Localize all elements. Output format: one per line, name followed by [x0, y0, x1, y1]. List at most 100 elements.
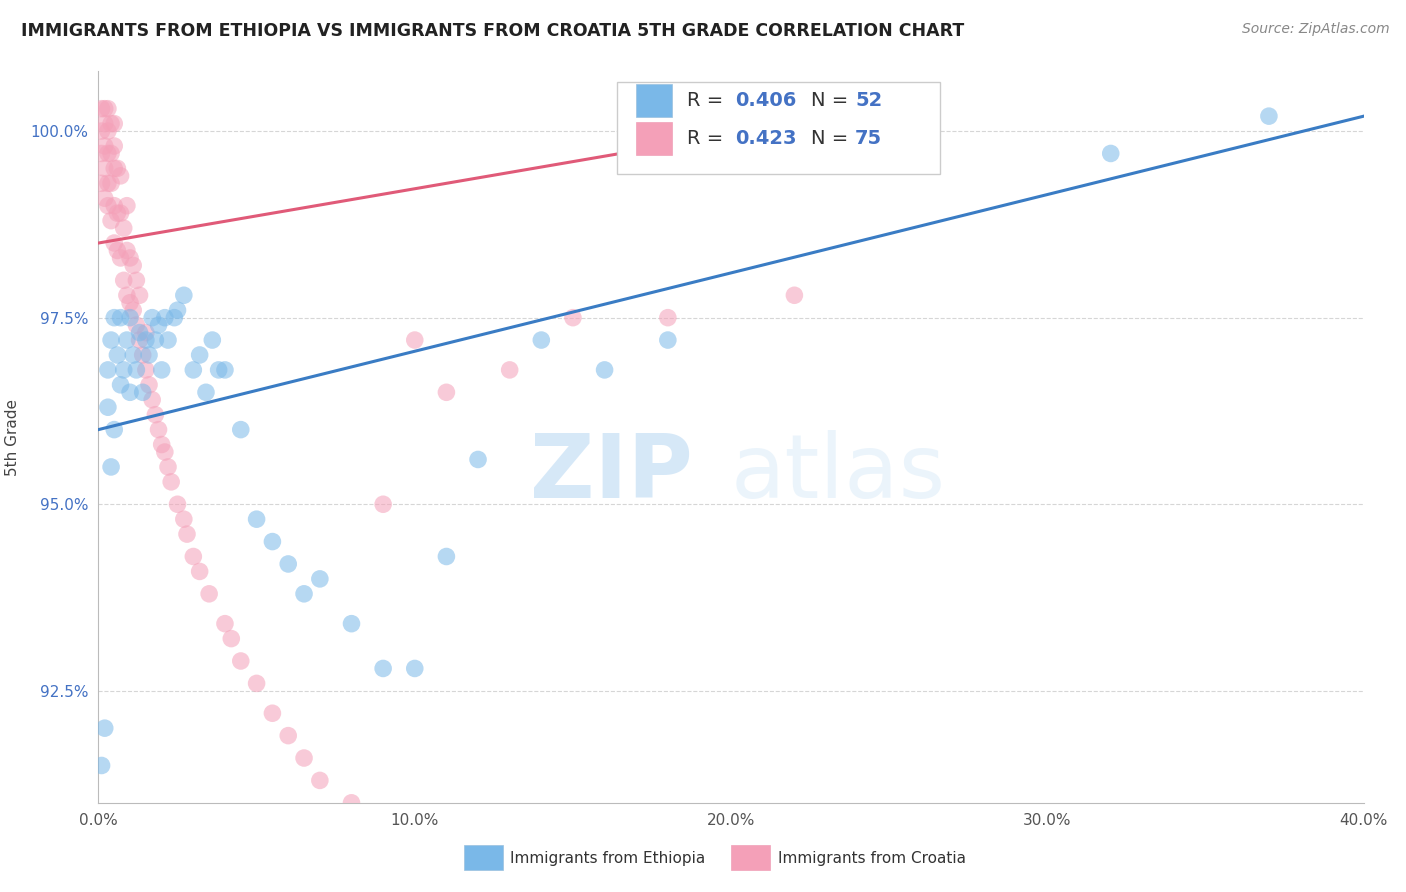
Point: [176, 527, 198, 541]
Point: [150, 363, 173, 377]
Point: [115, 288, 138, 302]
Point: [110, 206, 132, 220]
Point: [90, 102, 112, 116]
Point: [309, 773, 332, 788]
Point: [138, 377, 160, 392]
Point: [107, 244, 129, 258]
Point: [120, 295, 141, 310]
Point: [125, 318, 148, 332]
Text: atlas: atlas: [731, 430, 946, 517]
Point: [530, 333, 553, 347]
Point: [292, 587, 315, 601]
Point: [657, 310, 679, 325]
Point: [112, 363, 135, 377]
Point: [145, 333, 166, 347]
Point: [173, 288, 195, 302]
Point: [593, 363, 616, 377]
FancyBboxPatch shape: [617, 82, 941, 174]
Point: [90, 758, 112, 772]
Point: [100, 117, 122, 131]
Point: [163, 310, 186, 325]
Point: [120, 310, 141, 325]
Point: [115, 333, 138, 347]
Point: [404, 333, 426, 347]
Point: [97, 363, 120, 377]
Text: 75: 75: [855, 129, 882, 148]
Point: [340, 616, 363, 631]
Point: [135, 326, 157, 340]
Text: Immigrants from Ethiopia: Immigrants from Ethiopia: [510, 851, 706, 865]
Text: IMMIGRANTS FROM ETHIOPIA VS IMMIGRANTS FROM CROATIA 5TH GRADE CORRELATION CHART: IMMIGRANTS FROM ETHIOPIA VS IMMIGRANTS F…: [21, 22, 965, 40]
Point: [292, 751, 315, 765]
Point: [120, 385, 141, 400]
Y-axis label: 5th Grade: 5th Grade: [4, 399, 20, 475]
Text: 0.423: 0.423: [735, 129, 796, 148]
Point: [188, 348, 211, 362]
FancyBboxPatch shape: [636, 122, 672, 155]
Point: [107, 348, 129, 362]
Point: [166, 303, 188, 318]
Point: [219, 632, 243, 646]
Point: [436, 549, 458, 564]
Point: [93, 117, 117, 131]
Text: N =: N =: [811, 129, 855, 148]
Point: [103, 199, 125, 213]
Text: R =: R =: [686, 129, 730, 148]
Point: [120, 251, 141, 265]
Point: [277, 729, 299, 743]
Point: [404, 661, 426, 675]
Point: [135, 363, 157, 377]
Point: [371, 497, 394, 511]
Point: [371, 661, 394, 675]
Point: [112, 273, 135, 287]
Point: [183, 549, 205, 564]
Point: [150, 437, 173, 451]
Text: 52: 52: [855, 91, 883, 110]
Point: [110, 310, 132, 325]
Point: [128, 288, 150, 302]
Point: [166, 497, 188, 511]
Point: [122, 348, 145, 362]
Point: [160, 475, 183, 489]
Point: [214, 616, 236, 631]
Point: [135, 333, 157, 347]
Point: [93, 721, 117, 735]
Point: [138, 348, 160, 362]
Point: [100, 213, 122, 227]
Point: [561, 310, 585, 325]
Point: [340, 796, 363, 810]
Point: [103, 139, 125, 153]
Point: [157, 333, 180, 347]
Point: [157, 459, 180, 474]
Point: [110, 251, 132, 265]
Point: [115, 244, 138, 258]
Point: [112, 221, 135, 235]
Text: N =: N =: [811, 91, 855, 110]
Point: [188, 565, 211, 579]
Point: [97, 199, 120, 213]
Point: [103, 235, 125, 250]
Point: [97, 102, 120, 116]
Point: [97, 146, 120, 161]
Point: [122, 303, 145, 318]
Point: [110, 169, 132, 183]
Point: [657, 333, 679, 347]
Text: R =: R =: [686, 91, 730, 110]
Point: [125, 273, 148, 287]
Point: [173, 512, 195, 526]
Point: [97, 401, 120, 415]
Point: [436, 385, 458, 400]
Point: [90, 146, 112, 161]
Point: [246, 512, 269, 526]
Point: [97, 124, 120, 138]
Point: [103, 161, 125, 176]
Point: [100, 333, 122, 347]
Point: [148, 318, 170, 332]
Text: 0.406: 0.406: [735, 91, 796, 110]
Point: [229, 654, 252, 668]
Point: [103, 423, 125, 437]
Point: [262, 534, 284, 549]
Point: [277, 557, 299, 571]
Point: [90, 124, 112, 138]
Point: [128, 326, 150, 340]
